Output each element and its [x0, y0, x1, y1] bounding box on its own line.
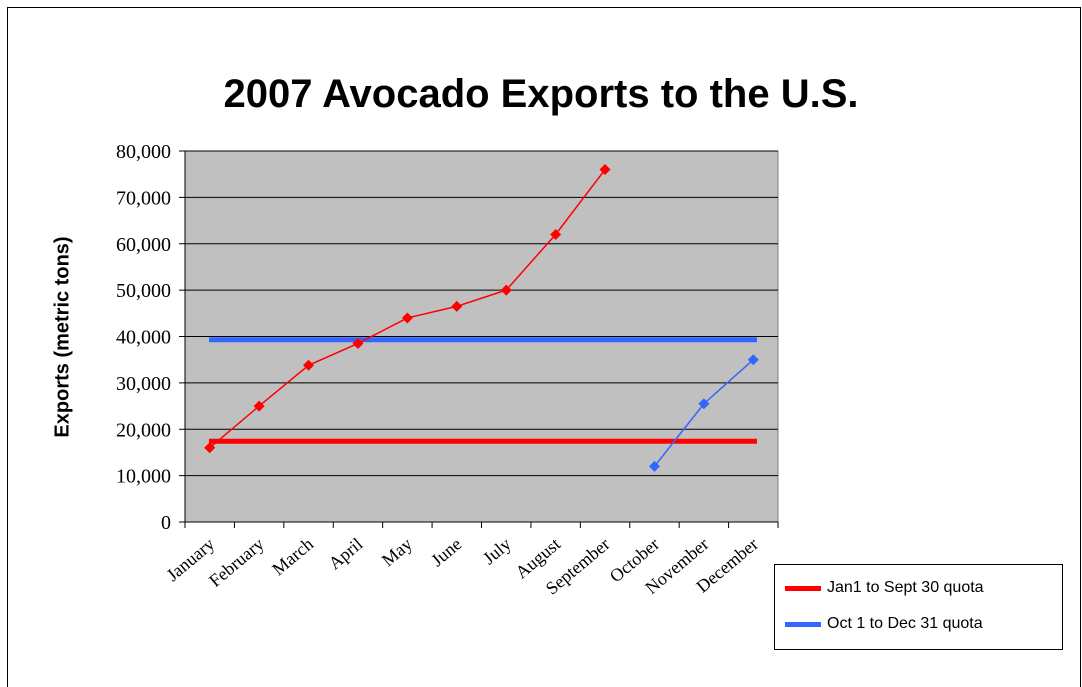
data-point: [500, 284, 512, 296]
x-tick-label: June: [427, 534, 465, 571]
data-point: [648, 460, 660, 472]
y-tick-label: 10,000: [116, 466, 171, 488]
x-tick-label: March: [268, 534, 317, 580]
y-tick-label: 70,000: [116, 187, 171, 209]
y-tick-label: 80,000: [116, 141, 171, 163]
legend-item-jan-sept-quota: Jan1 to Sept 30 quota: [785, 578, 984, 598]
data-point: [204, 442, 216, 454]
y-tick-label: 60,000: [116, 234, 171, 256]
legend-item-oct-dec-quota: Oct 1 to Dec 31 quota: [785, 614, 983, 634]
data-point: [253, 400, 265, 412]
series: [204, 164, 759, 472]
data-point: [599, 164, 611, 176]
legend: Jan1 to Sept 30 quota Oct 1 to Dec 31 qu…: [774, 564, 1063, 650]
y-tick-label: 20,000: [116, 419, 171, 441]
chart-title: 2007 Avocado Exports to the U.S.: [223, 72, 859, 116]
data-point: [352, 337, 364, 349]
y-tick-label: 30,000: [116, 373, 171, 395]
data-point: [550, 228, 562, 240]
gridlines: [185, 150, 778, 477]
axes: [179, 150, 779, 528]
y-tick-label: 50,000: [116, 280, 171, 302]
y-tick-label: 40,000: [116, 327, 171, 349]
data-point: [451, 300, 463, 312]
y-tick-label: 0: [161, 512, 171, 534]
x-tick-label: April: [325, 534, 367, 574]
data-point: [303, 359, 315, 371]
x-tick-label: May: [378, 534, 416, 571]
chart-frame: [7, 7, 1081, 687]
data-point: [698, 398, 710, 410]
x-tick-label: July: [479, 534, 515, 569]
y-tick-labels: 0 10,000 20,000 30,000 40,000 50,000 60,000 70,…: [116, 141, 171, 534]
x-tick-label: February: [205, 534, 268, 591]
data-point: [401, 312, 413, 324]
legend-label: Oct 1 to Dec 31 quota: [827, 615, 983, 632]
legend-label: Jan1 to Sept 30 quota: [827, 579, 984, 596]
legend-swatch-blue: [785, 621, 821, 627]
legend-swatch-red: [785, 585, 821, 591]
data-point: [747, 354, 759, 366]
